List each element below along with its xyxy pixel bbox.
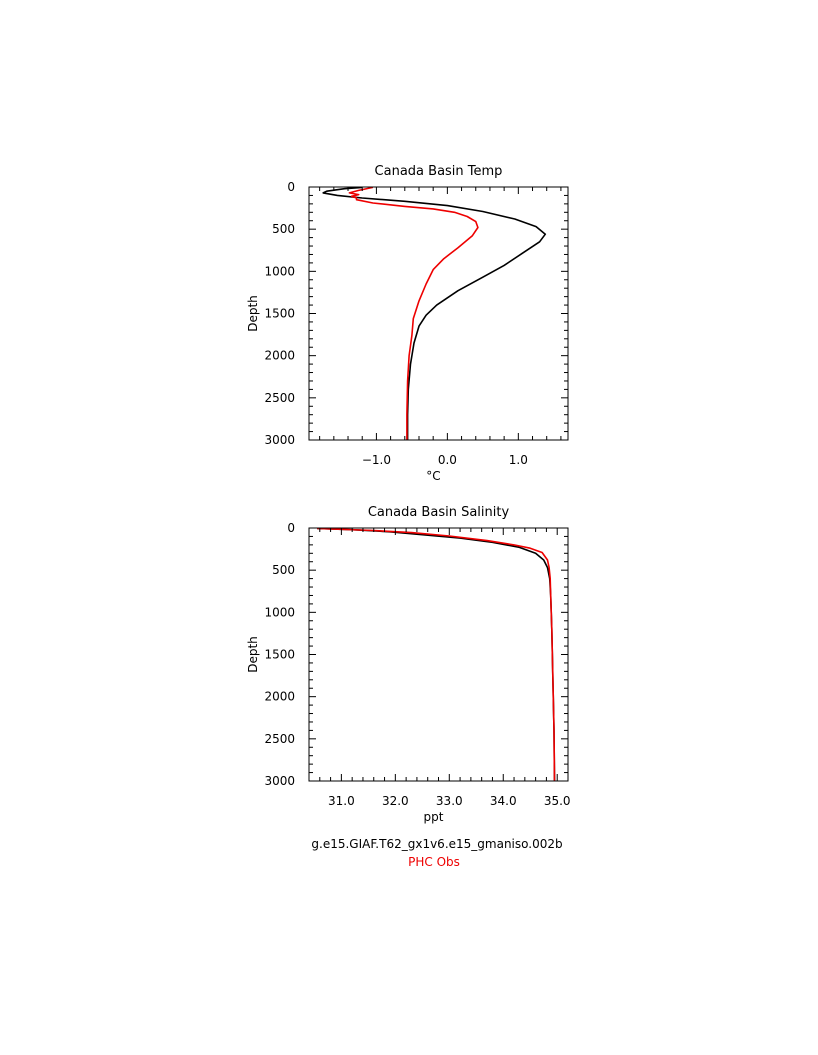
temp-y-tick-label: 2000 — [264, 349, 295, 363]
salinity-obs-line — [317, 527, 556, 782]
legend-obs-label: PHC Obs — [408, 855, 460, 869]
salinity-y-tick-label: 3000 — [264, 774, 295, 788]
temp-y-tick-label: 1500 — [264, 307, 295, 321]
temp-x-tick-label: −1.0 — [362, 453, 391, 467]
salinity-y-tick-label: 2000 — [264, 690, 295, 704]
legend-model-label: g.e15.GIAF.T62_gx1v6.e15_gmaniso.002b — [311, 837, 562, 851]
temp-model-line — [322, 186, 547, 440]
temp-x-tick-label: 1.0 — [509, 453, 528, 467]
salinity-y-tick-label: 1500 — [264, 648, 295, 662]
salinity-x-tick-label: 33.0 — [436, 794, 463, 808]
salinity-x-tick-label: 32.0 — [382, 794, 409, 808]
temp-y-tick-label: 500 — [272, 222, 295, 236]
salinity-x-tick-label: 35.0 — [544, 794, 571, 808]
temperature-panel: Canada Basin Temp 0 500 1000 1500 2000 2500 300… — [246, 164, 569, 483]
salinity-y-axis-label: Depth — [246, 636, 260, 673]
salinity-x-axis-label: ppt — [424, 810, 444, 824]
salinity-y-tick-label: 2500 — [264, 732, 295, 746]
temp-y-axis-label: Depth — [246, 295, 260, 332]
salinity-x-tick-label: 31.0 — [328, 794, 355, 808]
salinity-chart-title: Canada Basin Salinity — [368, 505, 510, 520]
temp-y-tick-label: 1000 — [264, 264, 295, 278]
temp-y-tick-label: 0 — [287, 180, 295, 194]
temp-obs-line — [348, 186, 479, 440]
temp-x-axis-label: °C — [426, 469, 440, 483]
temp-x-tick-label: 0.0 — [438, 453, 457, 467]
salinity-plot-frame — [308, 527, 569, 782]
salinity-y-tick-label: 0 — [287, 521, 295, 535]
temp-chart-title: Canada Basin Temp — [375, 164, 503, 179]
temp-y-tick-label: 2500 — [264, 391, 295, 405]
salinity-panel: Canada Basin Salinity 0 500 1000 1500 2000 250… — [246, 505, 571, 824]
salinity-y-tick-label: 1000 — [264, 605, 295, 619]
temp-y-tick-label: 3000 — [264, 433, 295, 447]
salinity-y-tick-label: 500 — [272, 563, 295, 577]
salinity-model-line — [317, 527, 556, 782]
salinity-x-tick-label: 34.0 — [490, 794, 517, 808]
